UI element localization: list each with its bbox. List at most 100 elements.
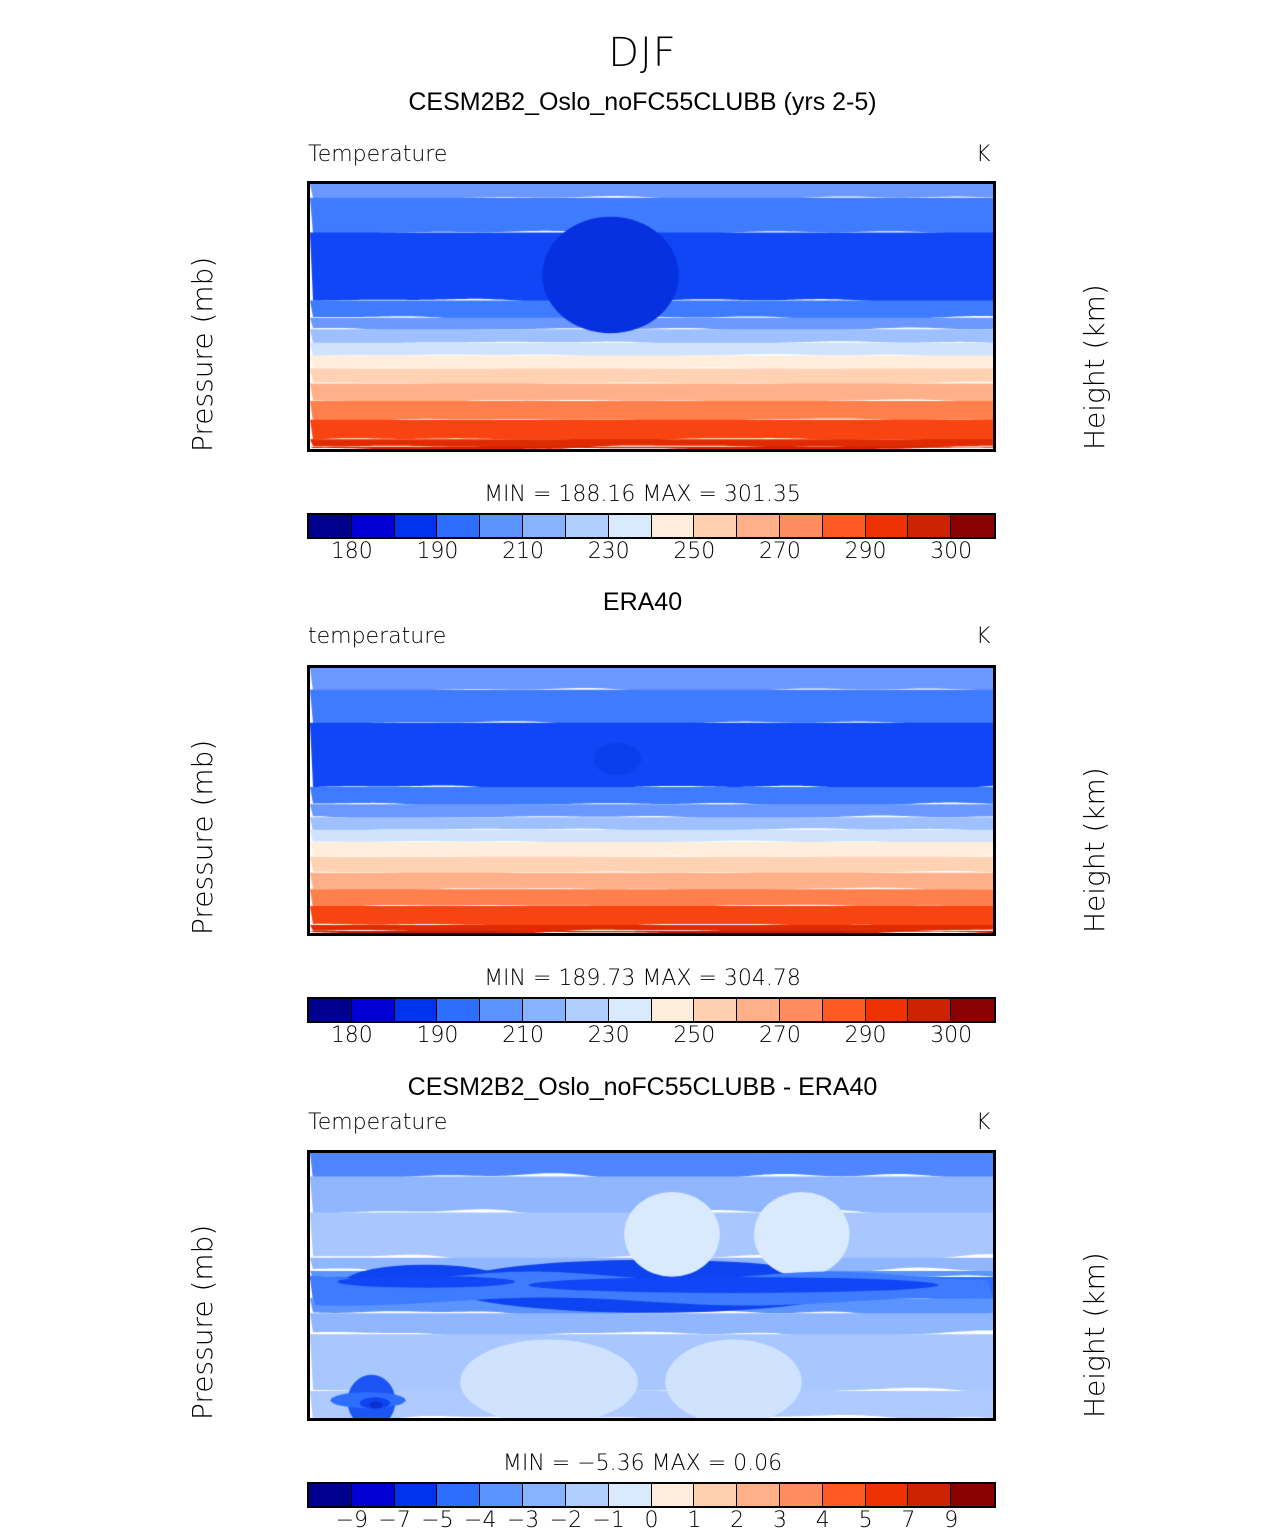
y-tick-mark-left <box>307 1216 310 1219</box>
colorbar-segment <box>351 515 395 537</box>
x-tick-mark-bottom <box>309 449 312 452</box>
y-tick-mark-left <box>307 273 310 276</box>
colorbar-segment <box>309 515 352 537</box>
colorbar-tick-label: −3 <box>506 1508 540 1533</box>
colorbar-strip[interactable] <box>307 513 996 539</box>
colorbar-segment <box>437 515 481 537</box>
y-tick-mark-left <box>307 378 310 381</box>
y-tick-mark-left <box>307 827 310 830</box>
colorbar-tick-label: 250 <box>673 1023 716 1048</box>
colorbar-tick-label: 230 <box>587 539 630 564</box>
x-tick-mark-top <box>764 665 767 668</box>
colorbar-segment <box>394 515 438 537</box>
colorbar-segment <box>480 515 524 537</box>
colorbar-segment <box>951 1484 994 1506</box>
x-tick-mark-top <box>365 181 368 184</box>
y-tick-mark-left <box>307 221 310 224</box>
x-tick-mark-top <box>479 665 482 668</box>
y-tick-mark-left <box>307 810 310 813</box>
x-tick-mark-top <box>536 181 539 184</box>
colorbar-segment <box>565 515 609 537</box>
colorbar-tick-label: −9 <box>335 1508 369 1533</box>
y-tick-mark-left <box>307 731 310 734</box>
x-tick-mark-bottom <box>309 1418 312 1421</box>
colorbar-tick-label: 7 <box>901 1508 916 1533</box>
y-tick-mark-left <box>307 1404 310 1407</box>
y-axis-label-left: Pressure (mb) <box>186 739 219 935</box>
y-tick-mark-left <box>307 1390 310 1393</box>
x-tick-mark-bottom <box>935 1418 938 1421</box>
x-tick-mark-top <box>365 665 368 668</box>
x-tick-mark-bottom <box>764 449 767 452</box>
colorbar-tick-label: 290 <box>844 539 887 564</box>
x-tick-mark-bottom <box>707 933 710 936</box>
colorbar-segment <box>951 999 994 1021</box>
plot-area[interactable]: 3050701001502002503004005007008509251000… <box>307 665 996 936</box>
x-tick-mark-bottom <box>764 1418 767 1421</box>
colorbar-tick-label: −2 <box>549 1508 583 1533</box>
colorbar-segment <box>694 999 738 1021</box>
y-tick-mark-left <box>307 435 310 438</box>
panel-title: CESM2B2_Oslo_noFC55CLUBB - ERA40 <box>407 1073 878 1101</box>
plot-area[interactable]: 3050701001502002503004005007008509251000… <box>307 1150 996 1421</box>
colorbar-segment <box>737 1484 780 1506</box>
colorbar-segment <box>651 999 695 1021</box>
x-tick-mark-bottom <box>365 449 368 452</box>
panel-variable-label: Temperature <box>308 142 448 167</box>
y-tick-mark-left <box>307 1411 310 1414</box>
x-tick-mark-bottom <box>479 449 482 452</box>
y-axis-label-right: Height (km) <box>1078 767 1111 933</box>
x-tick-mark-bottom <box>479 933 482 936</box>
colorbar-segment <box>565 999 609 1021</box>
colorbar-tick-label: 210 <box>502 539 545 564</box>
y-tick-mark-right <box>993 276 996 279</box>
colorbar-tick-label: −5 <box>421 1508 454 1533</box>
y-tick-mark-left <box>307 1312 310 1315</box>
colorbar-tick-label: 2 <box>730 1508 745 1533</box>
x-tick-mark-top <box>935 181 938 184</box>
x-tick-mark-top <box>650 1150 653 1153</box>
colorbar-tick-label: −4 <box>464 1508 497 1533</box>
colorbar-tick-label: 180 <box>330 539 373 564</box>
colorbar-segment <box>779 515 823 537</box>
y-tick-mark-left <box>307 357 310 360</box>
colorbar-segment <box>908 515 952 537</box>
x-tick-mark-top <box>764 1150 767 1153</box>
x-tick-mark-top <box>422 181 425 184</box>
y-tick-mark-right <box>993 1245 996 1248</box>
x-tick-mark-top <box>878 665 881 668</box>
colorbar-tick-label: 1 <box>687 1508 702 1533</box>
colorbar-tick-label: 5 <box>858 1508 873 1533</box>
y-tick-mark-right <box>993 760 996 763</box>
x-tick-mark-bottom <box>536 933 539 936</box>
x-tick-mark-bottom <box>536 1418 539 1421</box>
colorbar-segment <box>779 1484 823 1506</box>
x-tick-mark-top <box>479 1150 482 1153</box>
y-tick-mark-left <box>307 1326 310 1329</box>
panel-variable-label: Temperature <box>308 1110 448 1135</box>
colorbar-segment <box>351 1484 395 1506</box>
panel-unit-label: K <box>976 624 991 649</box>
x-tick-mark-top <box>707 181 710 184</box>
y-tick-mark-left <box>307 448 310 451</box>
colorbar-segment <box>822 1484 866 1506</box>
x-tick-mark-bottom <box>935 449 938 452</box>
x-tick-mark-bottom <box>309 933 312 936</box>
y-tick-mark-left <box>307 905 310 908</box>
colorbar-strip[interactable] <box>307 997 996 1023</box>
panel-title: ERA40 <box>602 588 683 616</box>
plot-area[interactable]: 3050701001502002503004005007008509251000… <box>307 181 996 452</box>
colorbar-segment <box>394 999 438 1021</box>
colorbar-segment <box>865 999 909 1021</box>
x-tick-mark-bottom <box>707 1418 710 1421</box>
colorbar-tick-label: 300 <box>930 1023 973 1048</box>
y-tick-mark-right <box>993 412 996 415</box>
colorbar-strip[interactable] <box>307 1482 996 1508</box>
y-tick-mark-right <box>993 1197 996 1200</box>
y-tick-mark-right <box>993 369 996 372</box>
colorbar-segment <box>865 515 909 537</box>
y-tick-mark-left <box>307 841 310 844</box>
colorbar-segment <box>822 999 866 1021</box>
x-tick-mark-top <box>309 665 312 668</box>
x-tick-mark-bottom <box>878 449 881 452</box>
